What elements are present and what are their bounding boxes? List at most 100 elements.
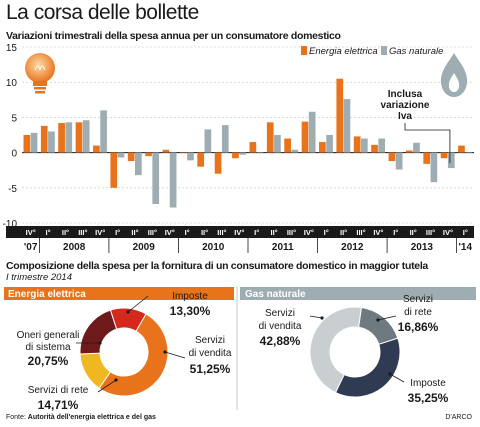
page-title: La corsa delle bollette: [6, 1, 199, 24]
bar-electricity: [214, 152, 222, 174]
bar-gas: [30, 132, 38, 153]
iva-annotation: Inclusa variazione Iva: [381, 89, 451, 164]
bar-electricity: [353, 136, 361, 153]
y-tick-label: 10: [6, 78, 18, 89]
legend-swatch-gas: [381, 46, 387, 55]
x-tick-label: II°: [201, 228, 208, 237]
legend-label-electricity: Energia elettrica: [309, 46, 378, 57]
legend-swatch-electricity: [301, 46, 307, 55]
annotation-line: Iva: [398, 111, 412, 122]
bar-electricity: [266, 122, 274, 153]
bar-gas: [326, 135, 333, 153]
label-servizi-rete: Servizi di rete: [28, 385, 89, 396]
x-tick-label: I°: [324, 228, 329, 237]
year-label: 2011: [272, 242, 294, 253]
bar-electricity: [179, 152, 187, 154]
bar-electricity: [405, 150, 413, 153]
bar-gas: [274, 135, 281, 153]
bar-gas: [204, 129, 212, 153]
x-tick-label: I°: [115, 228, 120, 237]
bar-electricity: [127, 152, 135, 162]
x-tick-label: IV°: [443, 228, 453, 237]
bar-electricity: [301, 121, 309, 153]
donut-slice: [309, 306, 362, 394]
x-tick-label: II°: [410, 228, 417, 237]
bar-electricity: [162, 149, 170, 153]
donut-slice: [357, 306, 399, 345]
bar-electricity: [284, 138, 291, 153]
bar-electricity: [75, 122, 83, 153]
bar-gas: [430, 152, 438, 183]
bar-gas: [447, 152, 455, 169]
label-oneri-2: di sistema: [25, 342, 70, 353]
x-tick-label: IV°: [26, 228, 36, 237]
x-tick-label: II°: [270, 228, 277, 237]
year-label: 2008: [63, 242, 86, 253]
bar-electricity: [40, 125, 48, 153]
bar-gas: [308, 111, 316, 153]
x-tick-label: IV°: [304, 228, 314, 237]
electricity-section-header: [4, 287, 234, 300]
gas-label-vendita-1: Servizi: [265, 308, 295, 319]
gas-label-imposte: Imposte: [410, 378, 446, 389]
x-tick-label: I°: [463, 228, 468, 237]
gas-section-header: [240, 287, 476, 300]
y-tick-label: 15: [6, 43, 18, 54]
electricity-donut: [79, 307, 169, 397]
source-label: Fonte:: [6, 414, 28, 421]
period-label: I trimestre 2014: [6, 272, 72, 283]
gas-donut: [309, 306, 401, 398]
chart-bars: [23, 78, 472, 208]
x-tick-label: IV°: [234, 228, 244, 237]
bar-gas: [256, 152, 264, 154]
chart-subtitle: Variazioni trimestrali della spesa annua…: [6, 30, 341, 42]
x-tick-label: IV°: [373, 228, 383, 237]
bar-gas: [395, 152, 403, 170]
value-imposte: 13,30%: [170, 304, 211, 318]
year-label: 2013: [411, 242, 434, 253]
x-tick-label: I°: [46, 228, 51, 237]
bar-electricity: [58, 123, 65, 153]
gas-label-rete-2: di rete: [404, 307, 432, 318]
donut-slice: [109, 307, 147, 332]
electricity-labels: Imposte 13,30% Servizi di vendita 51,25%…: [17, 291, 232, 412]
gas-value-imposte: 35,25%: [408, 391, 449, 405]
x-tick-label: II°: [62, 228, 69, 237]
legend-label-gas: Gas naturale: [389, 46, 443, 57]
annotation-leader: [404, 123, 451, 164]
year-label: 2010: [202, 242, 225, 253]
gas-label-vendita-2: di vendita: [259, 321, 302, 332]
bar-electricity: [93, 145, 100, 153]
bar-gas: [169, 152, 177, 208]
x-tick-label: III°: [78, 228, 87, 237]
annotation-line: variazione: [381, 100, 430, 111]
gas-value-vendita: 42,88%: [260, 334, 301, 348]
x-tick-label: II°: [131, 228, 138, 237]
chart-grid: [22, 46, 474, 224]
label-servizi-vendita-2: di vendita: [189, 348, 232, 359]
bar-electricity: [423, 152, 431, 164]
x-tick-label: III°: [217, 228, 226, 237]
y-tick-label: -5: [8, 184, 17, 195]
bar-gas: [135, 152, 142, 176]
bar-gas: [239, 152, 246, 155]
value-servizi-vendita: 51,25%: [190, 362, 231, 376]
bar-electricity: [23, 135, 31, 153]
credit: D'ARCO: [445, 414, 472, 421]
bar-gas: [48, 131, 55, 153]
bar-gas: [152, 152, 160, 204]
label-imposte: Imposte: [172, 291, 208, 302]
label-oneri-1: Oneri generali: [17, 330, 80, 341]
bar-electricity: [197, 152, 205, 167]
y-tick-label: 0: [11, 149, 17, 160]
x-tick-label: III°: [356, 228, 365, 237]
bar-electricity: [232, 152, 239, 159]
x-tick-label: II°: [340, 228, 347, 237]
x-tick-label: I°: [185, 228, 190, 237]
y-tick-label: 5: [11, 113, 17, 124]
annotation-line: Inclusa: [388, 89, 423, 100]
bar-electricity: [371, 144, 378, 153]
gas-labels: Servizi di rete 16,86% Servizi di vendit…: [259, 294, 449, 405]
